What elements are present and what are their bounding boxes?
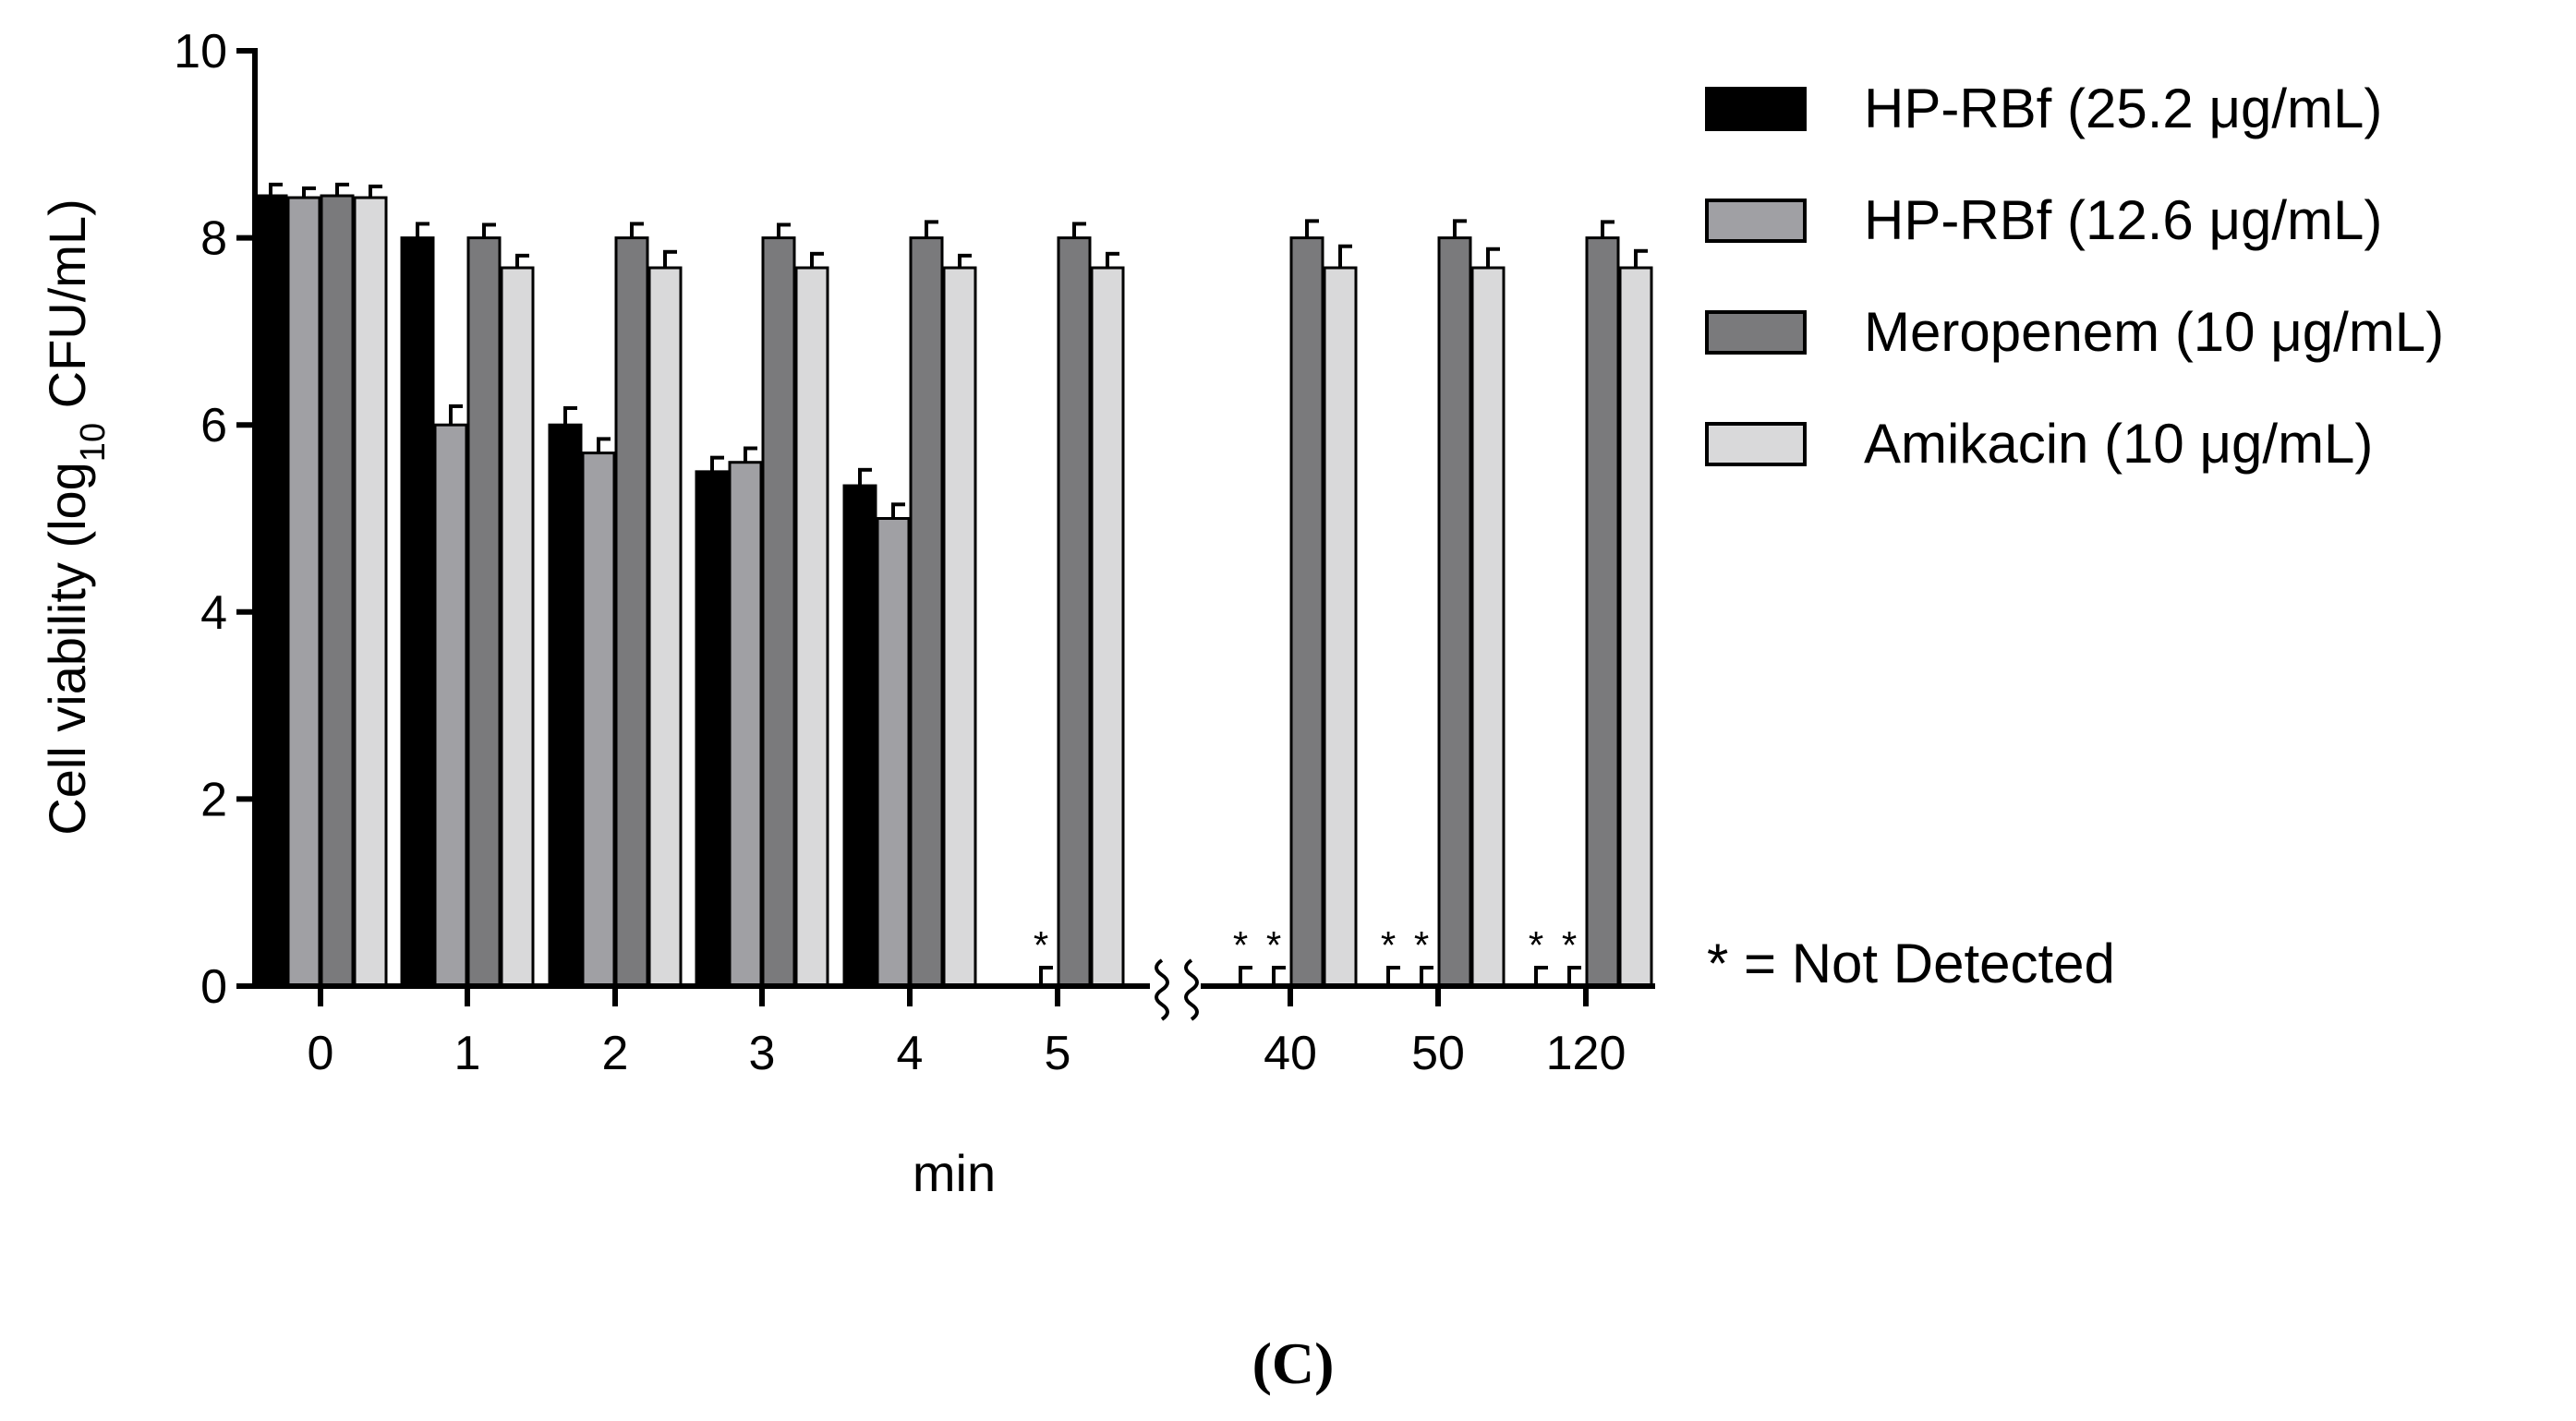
- legend-label-1: HP-RBf (12.6 μg/mL): [1864, 189, 2382, 251]
- x-tick-label-0: 0: [308, 1027, 334, 1080]
- bar-1-4: [876, 517, 911, 988]
- bar-2-6: [1289, 236, 1324, 988]
- panel-label: (C): [1252, 1331, 1335, 1396]
- bar-0-1: [400, 236, 435, 988]
- bar-3-0: [353, 196, 388, 988]
- not-detected-marker-1-5: *: [1034, 923, 1048, 967]
- legend-label-0: HP-RBf (25.2 μg/mL): [1864, 78, 2382, 139]
- bar-3-2: [647, 266, 683, 988]
- not-detected-marker-1-6: *: [1266, 923, 1281, 967]
- not-detected-marker-0-8: *: [1529, 923, 1543, 967]
- bar-0-2: [548, 423, 583, 988]
- bar-1-1: [433, 423, 468, 988]
- bar-3-4: [942, 266, 977, 988]
- bar-1-0: [286, 196, 321, 988]
- y-tick-label-2: 4: [200, 586, 227, 640]
- x-axis-title: min: [913, 1144, 996, 1202]
- y-tick-label-1: 2: [200, 773, 227, 826]
- x-tick-label-3: 3: [749, 1027, 776, 1080]
- y-tick-label-5: 10: [174, 25, 227, 78]
- legend-swatch-2: [1705, 310, 1807, 355]
- axes: 0 2 4 6 8 10 0 1 2 3 4 5 40 50 120 min Cell viability (l…: [38, 25, 1655, 1202]
- bar-0-4: [842, 484, 877, 988]
- bar-3-8: [1618, 266, 1653, 988]
- bar-3-1: [500, 266, 535, 988]
- x-tick-label-2: 2: [602, 1027, 629, 1080]
- y-axis-title: Cell viability (log10 CFU/mL): [38, 199, 113, 836]
- bar-2-0: [320, 194, 355, 988]
- legend-swatch-1: [1705, 199, 1807, 243]
- legend-label-3: Amikacin (10 μg/mL): [1864, 413, 2373, 475]
- bar-3-7: [1470, 266, 1506, 988]
- bar-2-2: [614, 236, 649, 988]
- x-tick-label-1: 1: [454, 1027, 481, 1080]
- y-tick-label-0: 0: [200, 960, 227, 1014]
- x-tick-label-8: 120: [1546, 1027, 1627, 1080]
- y-tick-label-3: 6: [200, 399, 227, 452]
- y-tick-label-4: 8: [200, 212, 227, 266]
- not-detected-marker-0-7: *: [1381, 923, 1396, 967]
- not-detected-marker-1-8: *: [1562, 923, 1577, 967]
- bar-2-8: [1585, 236, 1620, 988]
- bar-2-3: [761, 236, 796, 988]
- bar-1-3: [728, 461, 763, 988]
- plot-area: * * * * * * *: [253, 182, 1653, 988]
- bar-2-5: [1057, 236, 1092, 988]
- x-tick-label-5: 5: [1045, 1027, 1071, 1080]
- bar-0-0: [253, 194, 288, 988]
- not-detected-marker-1-7: *: [1414, 923, 1429, 967]
- x-tick-label-4: 4: [897, 1027, 924, 1080]
- legend-swatch-3: [1705, 422, 1807, 466]
- bar-0-3: [695, 470, 730, 988]
- bar-2-7: [1437, 236, 1472, 988]
- bar-3-6: [1323, 266, 1358, 988]
- not-detected-note: * = Not Detected: [1707, 933, 2115, 994]
- axis-break-mark-1: [1184, 958, 1199, 1021]
- bar-1-2: [581, 452, 616, 988]
- legend-label-2: Meropenem (10 μg/mL): [1864, 301, 2444, 363]
- bar-2-4: [909, 236, 944, 988]
- bar-2-1: [466, 236, 502, 988]
- bar-3-3: [794, 266, 829, 988]
- bar-3-5: [1090, 266, 1125, 988]
- legend: HP-RBf (25.2 μg/mL) HP-RBf (12.6 μg/mL) Me…: [1705, 78, 2444, 994]
- axis-break-mark-0: [1155, 958, 1169, 1021]
- not-detected-marker-0-6: *: [1233, 923, 1248, 967]
- x-tick-label-7: 50: [1411, 1027, 1465, 1080]
- x-tick-label-6: 40: [1264, 1027, 1317, 1080]
- legend-swatch-0: [1705, 87, 1807, 131]
